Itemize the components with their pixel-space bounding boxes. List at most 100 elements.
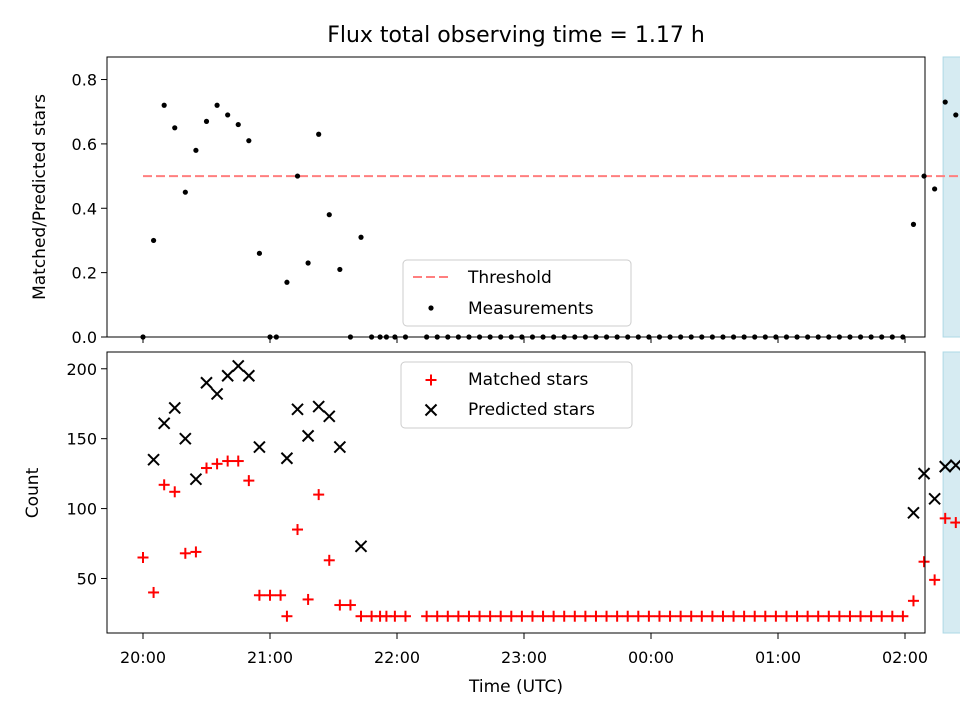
matched-point-36 — [516, 610, 528, 622]
predicted-point-6-b — [210, 387, 224, 401]
matched-point-0 — [137, 552, 149, 564]
measurement-point-76 — [942, 99, 948, 105]
matched-point-75 — [929, 574, 941, 586]
matched-point-54 — [706, 610, 718, 622]
matched-point-46 — [622, 610, 634, 622]
matched-point-1 — [148, 586, 160, 598]
matched-point-32 — [474, 610, 486, 622]
matched-point-4 — [179, 547, 191, 559]
bottom-y-axis-label: Count — [23, 467, 43, 518]
matched-point-74 — [918, 556, 930, 568]
predicted-point-0 — [147, 453, 160, 466]
matched-point-72 — [897, 610, 909, 622]
matched-point-51 — [675, 610, 687, 622]
predicted-point-13 — [301, 429, 315, 443]
matched-point-70 — [876, 610, 888, 622]
matched-point-20 — [344, 599, 356, 611]
predicted-point-0-b — [147, 453, 160, 466]
matched-point-2 — [158, 479, 170, 491]
predicted-point-16-b — [333, 440, 347, 454]
top-panel: 0.00.20.40.60.8 Matched/Predicted stars … — [30, 56, 960, 347]
predicted-point-18 — [907, 506, 920, 519]
measurement-point-16 — [305, 260, 311, 266]
measurement-point-15 — [294, 173, 301, 179]
top-y-tick-label-3: 0.6 — [72, 135, 97, 154]
predicted-point-4-b — [189, 473, 203, 486]
measurement-point-7 — [214, 102, 220, 108]
predicted-point-4 — [189, 473, 203, 486]
matched-point-73 — [907, 595, 919, 607]
predicted-point-1 — [157, 417, 171, 430]
predicted-point-5-b — [200, 376, 213, 389]
matched-point-43 — [590, 610, 602, 622]
predicted-point-21-b — [939, 460, 952, 473]
matched-point-39 — [548, 610, 560, 622]
matched-point-14 — [281, 610, 293, 622]
legend-threshold-label: Threshold — [467, 268, 552, 288]
predicted-point-15 — [323, 410, 336, 423]
matched-point-10 — [243, 475, 255, 487]
legend-predicted-label: Predicted stars — [468, 400, 595, 420]
bottom-legend-box — [400, 361, 633, 429]
predicted-point-22-b — [949, 459, 960, 472]
predicted-point-11-b — [280, 452, 294, 465]
matched-point-45 — [611, 610, 623, 622]
bottom-y-tick-label-3: 200 — [66, 360, 97, 379]
predicted-point-9 — [242, 369, 256, 382]
matched-point-71 — [886, 610, 898, 622]
matched-point-52 — [685, 610, 697, 622]
predicted-point-8 — [232, 359, 245, 373]
matched-point-30 — [452, 610, 464, 622]
measurement-point-10 — [246, 138, 252, 144]
measurement-point-21 — [358, 234, 364, 240]
predicted-point-20-b — [928, 492, 941, 505]
top-legend-box — [402, 259, 632, 327]
bottom-highlight-span — [942, 351, 960, 634]
top-x-ticks — [142, 337, 906, 343]
predicted-point-22 — [949, 459, 960, 472]
measurement-point-5 — [193, 147, 199, 153]
measurement-point-9 — [235, 121, 241, 128]
bottom-x-tick-label-3: 23:00 — [501, 648, 547, 667]
predicted-point-11 — [280, 452, 294, 465]
matched-point-34 — [495, 610, 507, 622]
bottom-x-tick-label-1: 21:00 — [247, 648, 293, 667]
matched-point-12 — [264, 589, 276, 601]
matched-point-8 — [222, 455, 234, 467]
predicted-point-17 — [354, 540, 368, 553]
predicted-point-20 — [928, 492, 941, 505]
matched-point-19 — [334, 599, 346, 611]
predicted-stars-points — [147, 359, 960, 553]
matched-point-50 — [664, 610, 676, 622]
measurement-point-1 — [150, 237, 157, 244]
legend-measurements-label: Measurements — [468, 299, 594, 319]
predicted-point-2 — [168, 401, 181, 415]
predicted-point-1-b — [157, 417, 171, 430]
matched-point-26 — [399, 610, 411, 622]
predicted-point-3 — [179, 432, 192, 445]
predicted-point-19 — [917, 467, 931, 480]
matched-point-69 — [865, 610, 877, 622]
predicted-point-5 — [200, 376, 213, 389]
legend-matched-marker — [425, 374, 437, 386]
matched-point-66 — [833, 610, 845, 622]
measurement-point-8 — [225, 112, 231, 118]
measurement-point-4 — [182, 189, 188, 195]
matched-stars-points — [137, 455, 960, 622]
measurement-point-73 — [910, 221, 917, 227]
bottom-x-tick-label-0: 20:00 — [120, 648, 166, 667]
bottom-y-tick-label-1: 100 — [66, 500, 97, 519]
matched-point-38 — [537, 610, 549, 622]
matched-point-27 — [421, 610, 433, 622]
bottom-x-tick-label-5: 01:00 — [755, 648, 801, 667]
predicted-point-7 — [221, 369, 234, 382]
predicted-point-7-b — [221, 369, 234, 382]
predicted-point-10-b — [253, 440, 266, 454]
measurement-point-75 — [932, 186, 938, 192]
measurement-point-14 — [284, 279, 290, 285]
matched-point-67 — [844, 610, 856, 622]
predicted-point-15-b — [323, 410, 336, 423]
matched-point-63 — [802, 610, 814, 622]
bottom-axes-frame — [106, 351, 926, 634]
